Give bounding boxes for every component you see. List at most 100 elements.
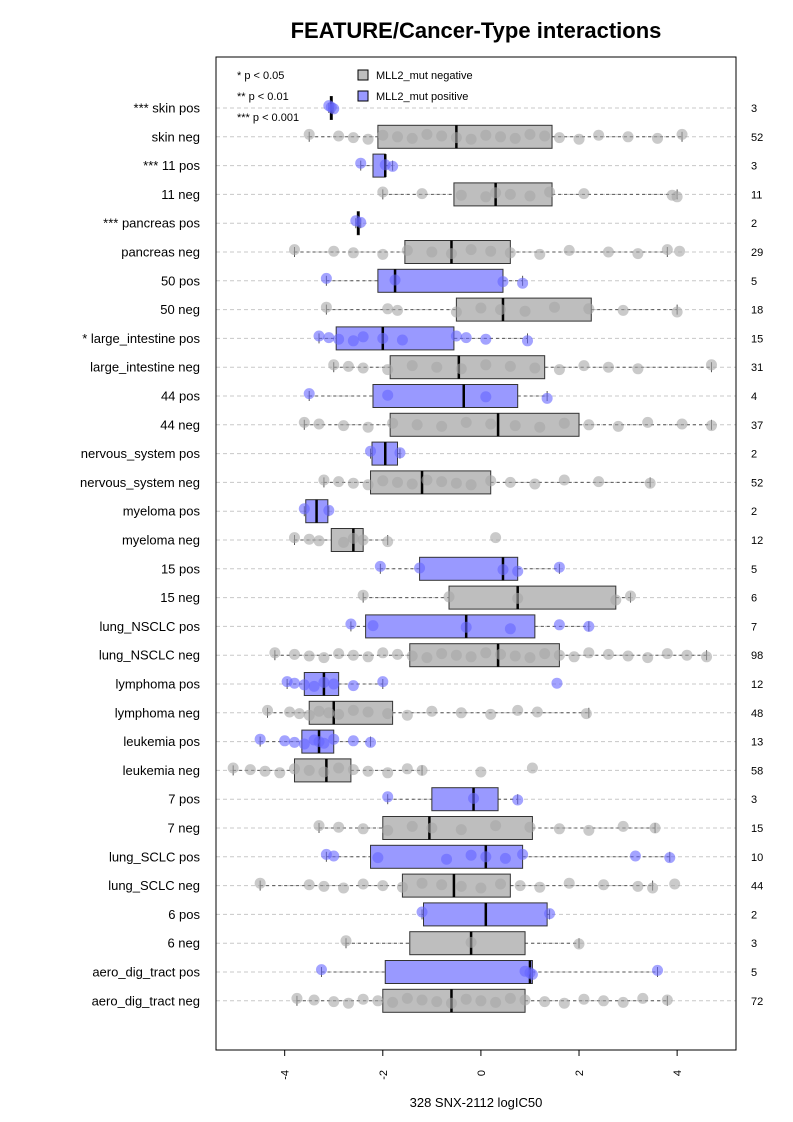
data-point xyxy=(598,879,610,891)
data-point xyxy=(490,532,502,544)
data-point xyxy=(342,997,354,1009)
data-point xyxy=(617,820,629,832)
row-count: 6 xyxy=(751,593,757,605)
box-iqr xyxy=(448,585,617,610)
data-point xyxy=(340,935,352,947)
data-point xyxy=(578,360,590,372)
box-iqr xyxy=(384,960,533,984)
data-point xyxy=(676,418,688,430)
data-point xyxy=(455,189,467,201)
data-point xyxy=(490,996,502,1008)
data-point xyxy=(362,651,374,663)
data-point xyxy=(544,186,556,198)
data-point xyxy=(436,420,448,432)
data-point xyxy=(517,277,529,289)
data-point xyxy=(365,736,377,748)
data-point xyxy=(610,594,622,606)
data-point xyxy=(524,652,536,664)
data-point xyxy=(382,389,394,401)
row-label: aero_dig_tract neg xyxy=(92,993,200,1008)
row-label: 11 neg xyxy=(161,187,200,202)
data-point xyxy=(288,244,300,256)
data-point xyxy=(445,997,457,1009)
data-point xyxy=(526,762,538,774)
data-point xyxy=(313,418,325,430)
data-point xyxy=(244,764,256,776)
data-point xyxy=(416,764,428,776)
data-point xyxy=(347,132,359,144)
data-point xyxy=(328,245,340,257)
data-point xyxy=(460,993,472,1005)
data-point xyxy=(573,938,585,950)
data-point xyxy=(288,736,300,748)
data-point xyxy=(551,677,563,689)
data-point xyxy=(382,708,394,720)
row-count: 13 xyxy=(751,737,763,749)
data-point xyxy=(661,648,673,660)
data-point xyxy=(347,649,359,661)
data-point xyxy=(372,995,384,1007)
data-point xyxy=(274,767,286,779)
data-point xyxy=(534,881,546,893)
row-label: large_intestine neg xyxy=(90,360,200,375)
data-point xyxy=(629,850,641,862)
data-point xyxy=(485,475,497,487)
data-point xyxy=(298,738,310,750)
data-point xyxy=(531,706,543,718)
data-point xyxy=(308,680,320,692)
data-point xyxy=(303,879,315,891)
data-point xyxy=(539,130,551,142)
data-point xyxy=(382,536,394,548)
row-count: 5 xyxy=(751,564,757,576)
data-point xyxy=(347,735,359,747)
data-point xyxy=(583,647,595,659)
data-point xyxy=(517,848,529,860)
data-point xyxy=(323,332,335,344)
data-point xyxy=(504,992,516,1004)
row-label: *** 11 pos xyxy=(143,158,200,173)
data-point xyxy=(227,762,239,774)
data-point xyxy=(436,130,448,142)
data-point xyxy=(338,536,350,548)
row-label: aero_dig_tract pos xyxy=(92,965,200,980)
data-point xyxy=(504,188,516,200)
data-point xyxy=(288,648,300,660)
box-iqr xyxy=(365,614,536,639)
row-count: 15 xyxy=(751,333,763,345)
data-point xyxy=(553,364,565,376)
data-point xyxy=(450,477,462,489)
data-point xyxy=(298,416,310,428)
data-point xyxy=(578,188,590,200)
data-point xyxy=(661,244,673,256)
row-label: 6 pos xyxy=(168,907,200,922)
data-point xyxy=(382,303,394,315)
data-point xyxy=(406,478,418,490)
row-count: 52 xyxy=(751,132,763,144)
x-tick-label: -4 xyxy=(280,1070,292,1080)
data-point xyxy=(377,186,389,198)
data-point xyxy=(509,132,521,144)
series-legend-swatch xyxy=(357,69,369,81)
data-point xyxy=(401,763,413,775)
row-label: lung_SCLC pos xyxy=(109,849,201,864)
data-point xyxy=(465,849,477,861)
data-point xyxy=(382,824,394,836)
row-count: 72 xyxy=(751,996,763,1008)
data-point xyxy=(303,764,315,776)
row-label: lung_NSCLC pos xyxy=(100,619,201,634)
data-point xyxy=(279,735,291,747)
row-label: leukemia pos xyxy=(123,734,200,749)
data-point xyxy=(338,882,350,894)
row-count: 18 xyxy=(751,305,763,317)
row-label: nervous_system pos xyxy=(81,446,201,461)
data-point xyxy=(365,445,377,457)
box-iqr xyxy=(431,787,499,812)
data-point xyxy=(328,996,340,1008)
data-point xyxy=(509,420,521,432)
data-point xyxy=(436,879,448,891)
significance-legend-entry: ** p < 0.01 xyxy=(237,91,289,103)
row-label: 44 pos xyxy=(161,389,201,404)
data-point xyxy=(475,766,487,778)
data-point xyxy=(303,709,315,721)
